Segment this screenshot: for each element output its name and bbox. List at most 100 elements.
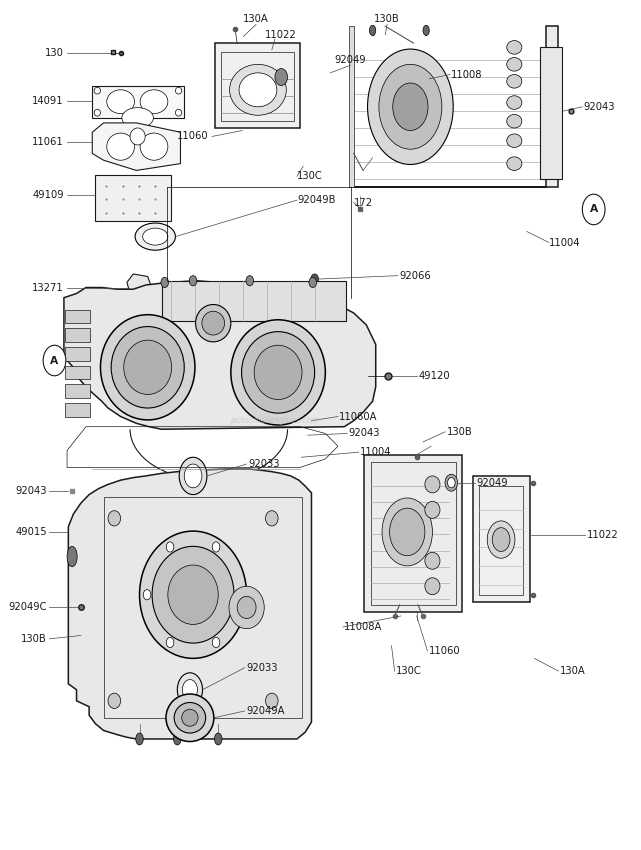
Ellipse shape bbox=[382, 498, 433, 566]
Text: 11061: 11061 bbox=[32, 138, 64, 147]
Ellipse shape bbox=[166, 541, 174, 552]
Text: 49015: 49015 bbox=[15, 527, 47, 537]
Ellipse shape bbox=[212, 638, 220, 648]
Ellipse shape bbox=[507, 134, 522, 148]
Text: 92049: 92049 bbox=[335, 55, 367, 65]
Text: 11008A: 11008A bbox=[344, 622, 383, 632]
Ellipse shape bbox=[182, 680, 197, 700]
Polygon shape bbox=[64, 280, 376, 429]
Text: 11060A: 11060A bbox=[339, 411, 378, 422]
Ellipse shape bbox=[367, 49, 453, 165]
Ellipse shape bbox=[311, 274, 319, 284]
Ellipse shape bbox=[235, 590, 243, 600]
Polygon shape bbox=[215, 43, 300, 128]
Polygon shape bbox=[351, 26, 558, 187]
Ellipse shape bbox=[168, 565, 218, 625]
Ellipse shape bbox=[166, 694, 214, 741]
Ellipse shape bbox=[101, 314, 195, 420]
Ellipse shape bbox=[184, 464, 202, 488]
Ellipse shape bbox=[231, 320, 326, 425]
FancyBboxPatch shape bbox=[96, 174, 171, 221]
Ellipse shape bbox=[265, 511, 278, 526]
Ellipse shape bbox=[425, 552, 440, 570]
Ellipse shape bbox=[379, 65, 442, 150]
Ellipse shape bbox=[108, 693, 121, 708]
Ellipse shape bbox=[181, 709, 198, 726]
Text: 11004: 11004 bbox=[360, 447, 392, 457]
Ellipse shape bbox=[254, 345, 302, 400]
Ellipse shape bbox=[212, 541, 220, 552]
Ellipse shape bbox=[425, 476, 440, 493]
Ellipse shape bbox=[94, 110, 101, 116]
Ellipse shape bbox=[309, 277, 317, 287]
Ellipse shape bbox=[423, 26, 429, 36]
Text: 11004: 11004 bbox=[549, 237, 581, 247]
Ellipse shape bbox=[178, 673, 203, 706]
Ellipse shape bbox=[202, 311, 224, 335]
Ellipse shape bbox=[507, 75, 522, 88]
Text: A: A bbox=[590, 205, 598, 214]
FancyBboxPatch shape bbox=[65, 309, 90, 323]
Ellipse shape bbox=[108, 511, 121, 526]
Text: 92043: 92043 bbox=[349, 428, 380, 439]
Text: 130B: 130B bbox=[374, 14, 400, 25]
Ellipse shape bbox=[265, 693, 278, 708]
Text: 92043: 92043 bbox=[583, 102, 615, 111]
Ellipse shape bbox=[445, 474, 458, 491]
Ellipse shape bbox=[174, 702, 206, 733]
Text: 130A: 130A bbox=[560, 666, 585, 676]
Ellipse shape bbox=[176, 88, 181, 94]
Ellipse shape bbox=[67, 547, 77, 567]
Ellipse shape bbox=[140, 90, 168, 114]
Ellipse shape bbox=[140, 133, 168, 161]
Text: 11022: 11022 bbox=[265, 30, 297, 40]
Polygon shape bbox=[92, 123, 181, 170]
Text: 13271: 13271 bbox=[32, 283, 64, 293]
Ellipse shape bbox=[196, 304, 231, 342]
Ellipse shape bbox=[229, 586, 264, 629]
Ellipse shape bbox=[242, 332, 315, 413]
FancyBboxPatch shape bbox=[364, 455, 462, 612]
Ellipse shape bbox=[136, 733, 144, 745]
Ellipse shape bbox=[239, 73, 277, 107]
Ellipse shape bbox=[107, 90, 135, 114]
Ellipse shape bbox=[215, 733, 222, 745]
Ellipse shape bbox=[492, 528, 510, 552]
Ellipse shape bbox=[176, 110, 181, 116]
Circle shape bbox=[583, 194, 605, 224]
Circle shape bbox=[43, 345, 66, 376]
Ellipse shape bbox=[246, 275, 254, 286]
Ellipse shape bbox=[107, 133, 135, 161]
Text: A: A bbox=[51, 355, 58, 366]
Text: 49109: 49109 bbox=[32, 190, 64, 200]
Ellipse shape bbox=[425, 502, 440, 518]
Text: jackssmallengines.com: jackssmallengines.com bbox=[231, 416, 319, 425]
Ellipse shape bbox=[179, 457, 207, 495]
Text: 49120: 49120 bbox=[419, 371, 450, 381]
Text: 130B: 130B bbox=[447, 427, 472, 437]
Text: 11022: 11022 bbox=[587, 530, 619, 541]
FancyBboxPatch shape bbox=[473, 476, 530, 602]
Text: 92066: 92066 bbox=[400, 270, 431, 280]
Ellipse shape bbox=[487, 521, 515, 558]
Text: 92043: 92043 bbox=[15, 486, 47, 496]
Polygon shape bbox=[127, 274, 152, 297]
FancyBboxPatch shape bbox=[65, 347, 90, 360]
Ellipse shape bbox=[94, 88, 101, 94]
Text: 11060: 11060 bbox=[429, 646, 461, 655]
Ellipse shape bbox=[507, 96, 522, 110]
Ellipse shape bbox=[369, 26, 376, 36]
Text: 11008: 11008 bbox=[451, 70, 483, 80]
Ellipse shape bbox=[275, 69, 288, 86]
Ellipse shape bbox=[507, 157, 522, 170]
Ellipse shape bbox=[447, 478, 455, 488]
Text: 130: 130 bbox=[45, 48, 64, 59]
Ellipse shape bbox=[140, 531, 247, 659]
Text: 130A: 130A bbox=[243, 14, 269, 25]
Ellipse shape bbox=[507, 115, 522, 128]
Ellipse shape bbox=[161, 277, 169, 287]
Text: 92049B: 92049B bbox=[297, 196, 335, 205]
Polygon shape bbox=[92, 86, 183, 118]
Ellipse shape bbox=[166, 638, 174, 648]
Polygon shape bbox=[69, 469, 312, 739]
